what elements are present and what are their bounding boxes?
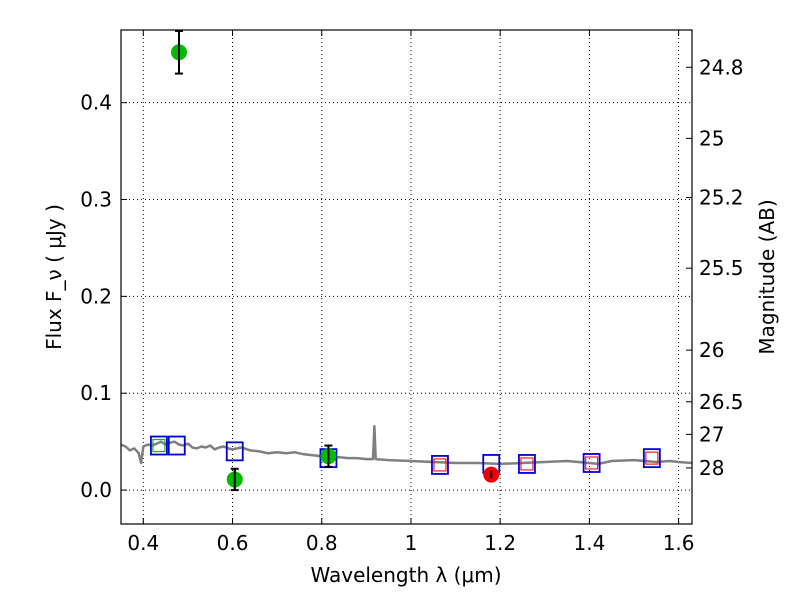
observed-photometry	[170, 29, 500, 492]
x-tick-label: 1.4	[573, 531, 605, 555]
grid	[121, 30, 692, 524]
y-tick-label: 0.0	[80, 478, 112, 502]
x-axis: 0.4 0.6 0.8 1 1.2 1.4 1.6	[127, 30, 695, 555]
x-tick-label: 0.6	[217, 531, 249, 555]
y-axis-label-right: Magnitude (AB)	[755, 199, 779, 354]
right-tick-label: 25.5	[699, 256, 744, 280]
plot-frame	[120, 29, 693, 525]
x-tick-label: 1.6	[663, 531, 695, 555]
y-tick-label: 0.3	[80, 188, 112, 212]
filter-photometry-square	[433, 458, 447, 472]
model-spectrum	[120, 424, 693, 466]
right-tick-label: 25.2	[699, 186, 744, 210]
spectrum-line	[120, 424, 693, 466]
right-tick-label: 26	[699, 338, 724, 362]
filter-photometry-square	[645, 451, 659, 465]
filter-photometry-square	[152, 438, 166, 453]
model-photometry-square	[582, 453, 601, 473]
right-tick-label: 24.8	[699, 55, 744, 79]
model-photometry-square	[150, 435, 168, 456]
filter-photometry-square	[520, 457, 534, 471]
x-tick-label: 0.4	[127, 531, 159, 555]
y-tick-label: 0.1	[80, 381, 112, 405]
y-axis-left: 0.0 0.1 0.2 0.3 0.4	[80, 91, 127, 502]
model-photometry	[150, 435, 661, 475]
right-tick-label: 25	[699, 126, 724, 150]
y-tick-label: 0.2	[80, 284, 112, 308]
model-photometry-square	[642, 448, 661, 469]
model-photometry-square	[225, 441, 244, 462]
right-tick-label: 26.5	[699, 390, 744, 414]
right-tick-label: 27	[699, 422, 724, 446]
x-tick-label: 0.8	[306, 531, 338, 555]
filter-photometry-square	[585, 456, 599, 470]
y-tick-label: 0.4	[80, 91, 112, 115]
y-axis-label-left: Flux F_ν ( μJy )	[42, 204, 66, 350]
x-tick-label: 1.2	[484, 531, 516, 555]
y-axis-right: 24.8 25 25.2 25.5 26 26.5 27 28	[686, 55, 744, 480]
right-tick-label: 28	[699, 456, 724, 480]
model-photometry-square	[518, 454, 536, 474]
x-axis-label: Wavelength λ (μm)	[310, 563, 501, 587]
model-photometry-square	[167, 435, 186, 456]
model-photometry-square	[431, 455, 449, 475]
x-tick-label: 1	[405, 531, 418, 555]
